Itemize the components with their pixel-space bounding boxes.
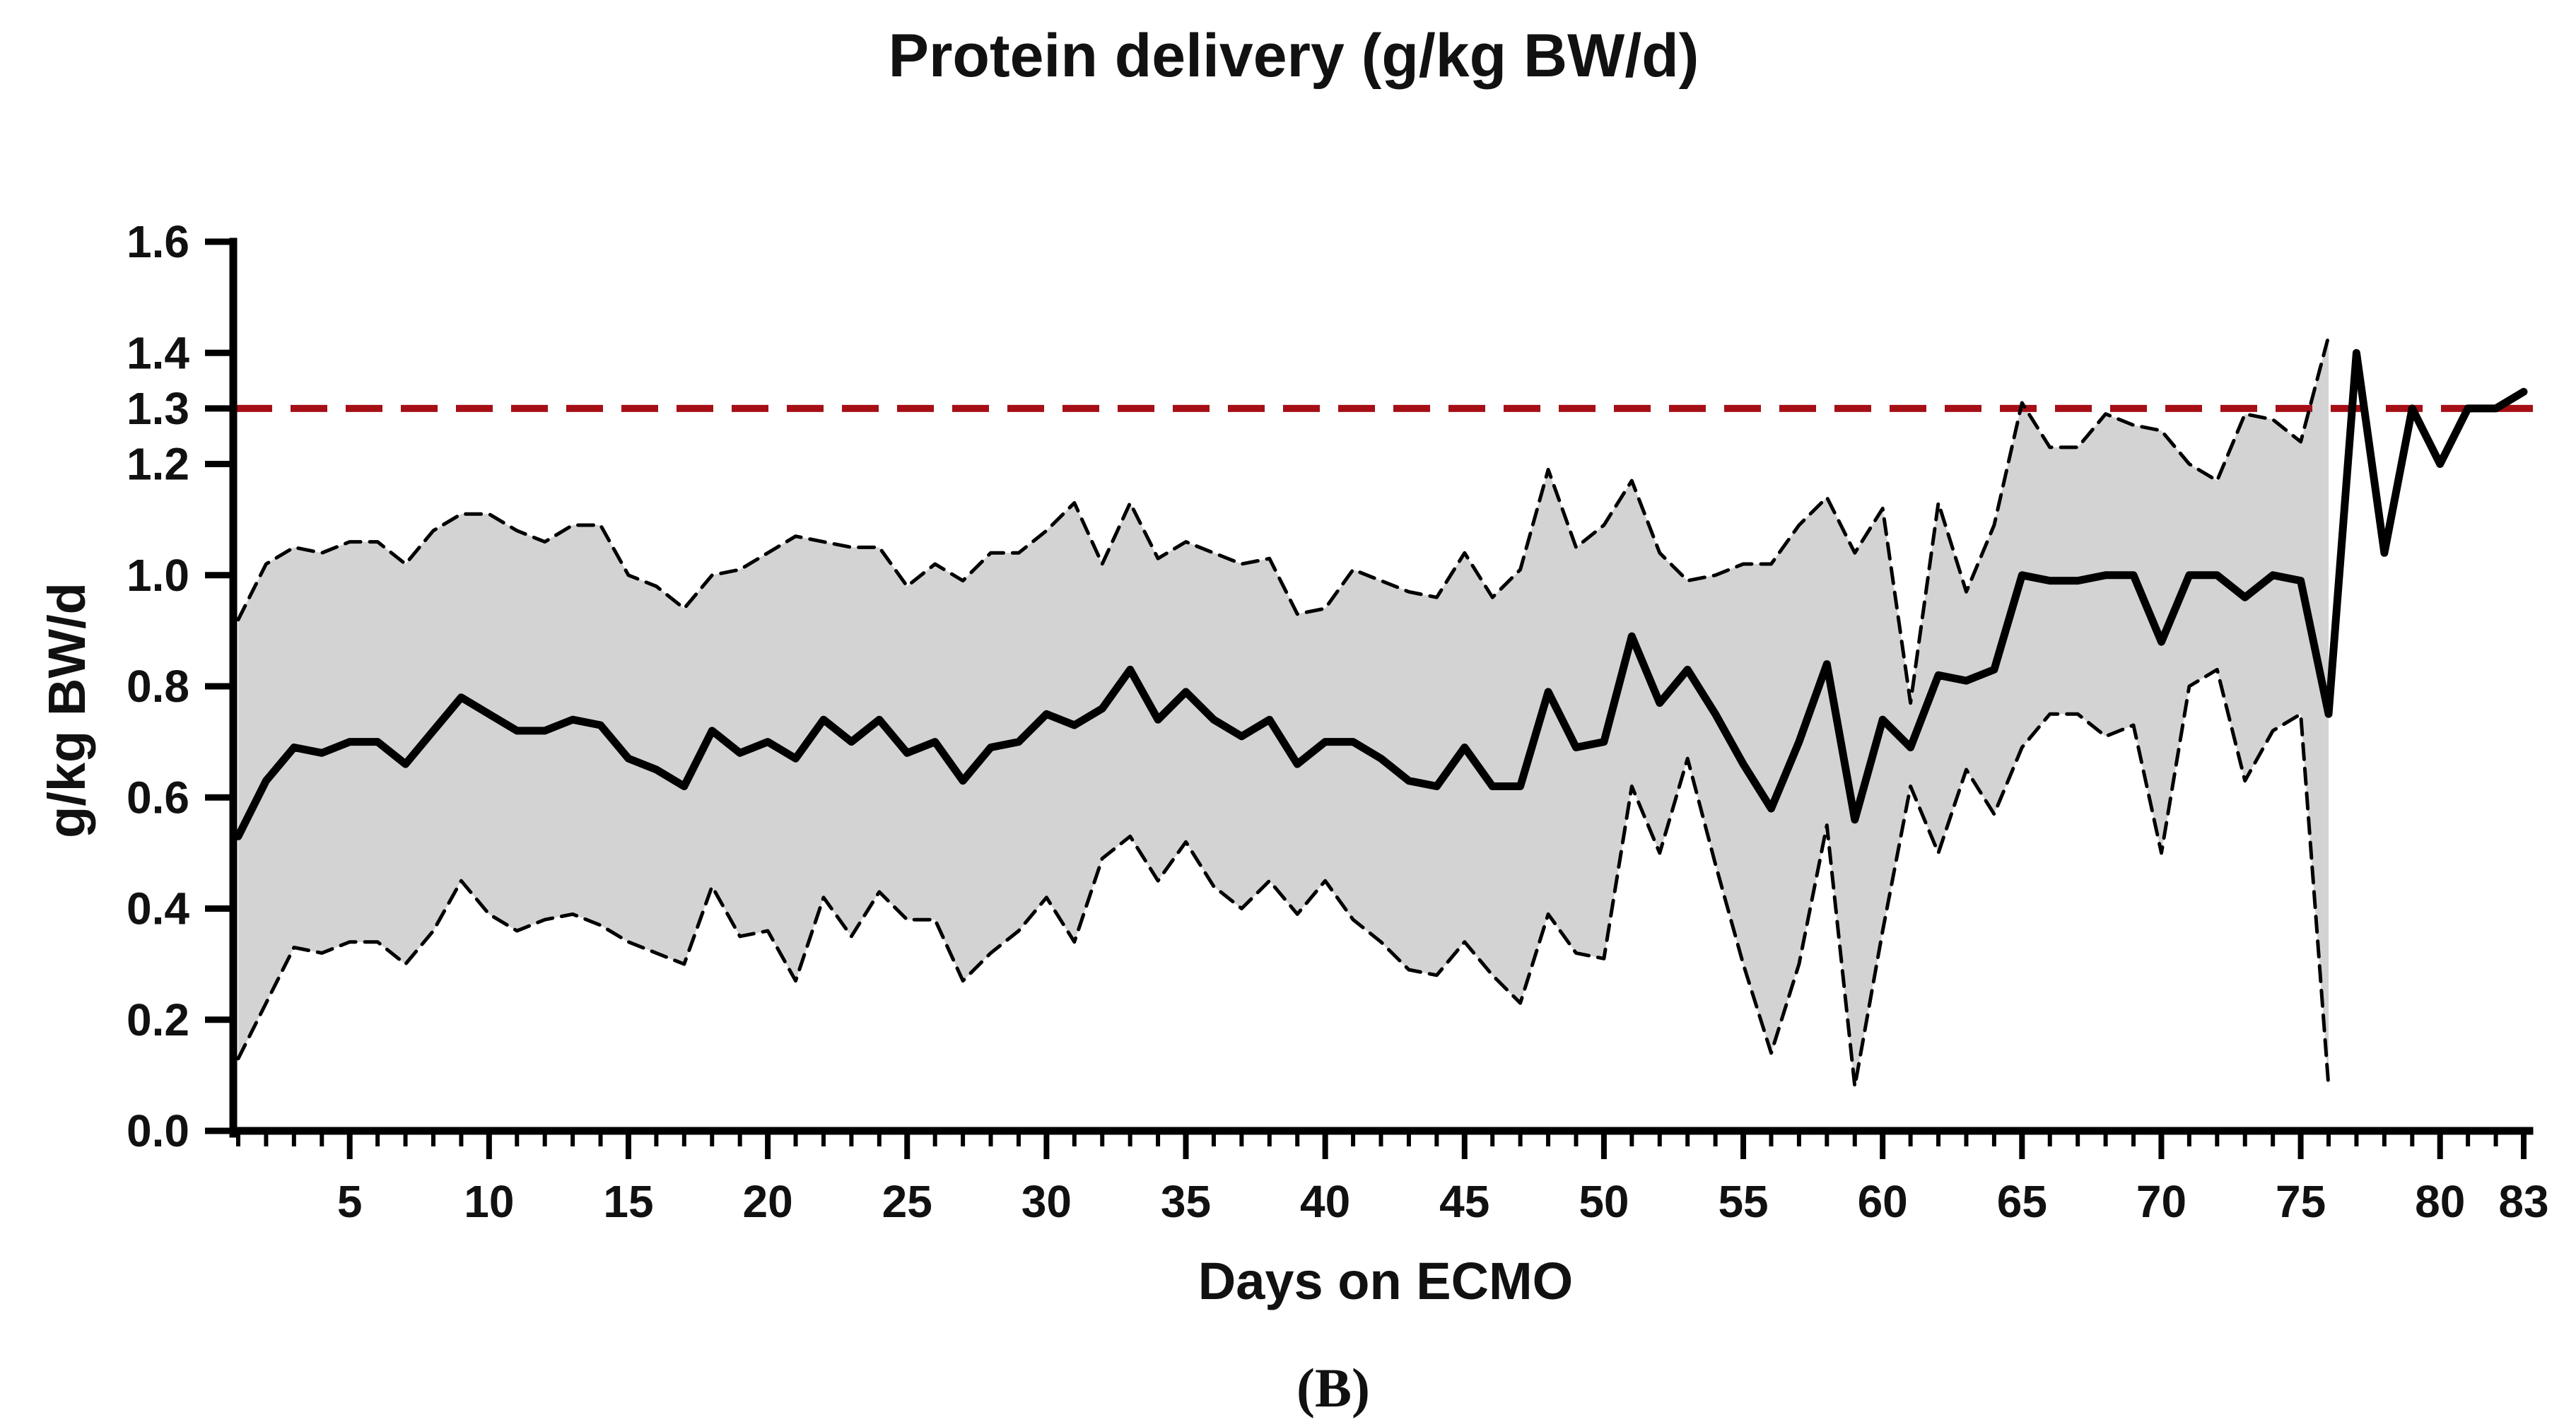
x-tick-label: 75 <box>2276 1176 2326 1227</box>
y-axis-label: g/kg BW/d <box>37 582 96 838</box>
x-tick-label: 80 <box>2415 1176 2465 1227</box>
x-tick-label: 70 <box>2136 1176 2186 1227</box>
y-tick-label: 0.2 <box>127 994 189 1045</box>
y-tick-label: 0.8 <box>127 661 189 712</box>
y-tick-label: 0.4 <box>127 883 189 934</box>
x-tick-label: 25 <box>882 1176 932 1227</box>
x-tick-label: 83 <box>2498 1176 2548 1227</box>
y-tick-label: 1.6 <box>127 216 189 267</box>
x-ticks: 5 10 15 20 25 30 35 40 45 50 55 60 65 70 75 80 83 <box>236 1131 2549 1227</box>
chart-title: Protein delivery (g/kg BW/d) <box>889 22 1699 90</box>
x-tick-label: 60 <box>1858 1176 1908 1227</box>
x-tick-label: 10 <box>464 1176 514 1227</box>
x-tick-label: 15 <box>603 1176 653 1227</box>
y-tick-label: 0.0 <box>127 1105 189 1156</box>
series-line-upper <box>236 334 2331 705</box>
x-tick-label: 30 <box>1021 1176 1072 1227</box>
x-tick-label: 65 <box>1997 1176 2047 1227</box>
panel-label: (B) <box>1296 1357 1370 1419</box>
y-tick-label: 1.0 <box>127 550 189 601</box>
y-tick-label: 0.6 <box>127 772 189 823</box>
y-ticks: 0.0 0.2 0.4 0.6 0.8 1.0 1.21.31.4 1.6 <box>127 216 233 1156</box>
y-tick-label: 1.3 <box>127 383 189 434</box>
series-line-median <box>234 348 2528 840</box>
x-tick-label: 5 <box>337 1176 363 1227</box>
x-tick-label: 50 <box>1579 1176 1629 1227</box>
confidence-band-layer <box>238 336 2329 1087</box>
x-tick-label: 20 <box>743 1176 793 1227</box>
series-layer <box>234 334 2528 1088</box>
series-line-lower <box>236 667 2331 1088</box>
x-axis-label: Days on ECMO <box>1198 1252 1573 1310</box>
x-tick-label: 45 <box>1439 1176 1489 1227</box>
iqr-band <box>238 336 2329 1087</box>
x-tick-label: 55 <box>1718 1176 1768 1227</box>
y-tick-label: 1.2 <box>127 439 189 490</box>
y-tick-label: 1.4 <box>127 327 189 378</box>
x-tick-label: 35 <box>1161 1176 1211 1227</box>
x-tick-label: 40 <box>1300 1176 1350 1227</box>
